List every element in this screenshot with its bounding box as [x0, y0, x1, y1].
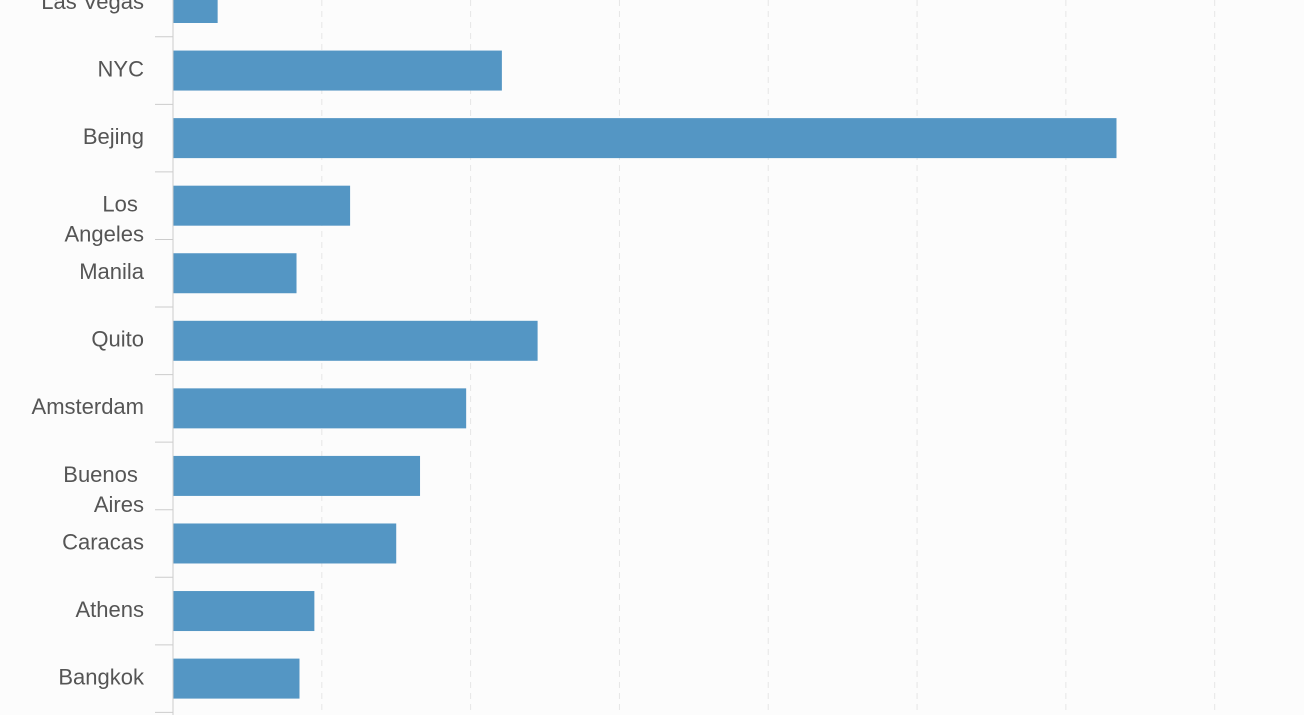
- y-tick-label: Los Angeles: [64, 191, 144, 246]
- y-tick-label: Caracas: [62, 529, 144, 554]
- bar: [173, 523, 397, 564]
- y-tick-label: Bangkok: [58, 664, 145, 689]
- label-line: Buenos: [63, 462, 144, 487]
- y-tick-label: NYC: [98, 56, 145, 81]
- bar: [173, 118, 1117, 159]
- bar: [173, 185, 351, 226]
- bar: [173, 0, 218, 23]
- label-line: Angeles: [64, 221, 144, 246]
- bar: [173, 658, 300, 699]
- y-tick-label: Bejing: [83, 124, 144, 149]
- y-tick-label: Athens: [76, 597, 145, 622]
- label-line: Los: [102, 191, 144, 216]
- y-tick-label: Las Vegas: [41, 0, 144, 14]
- bar: [173, 591, 315, 632]
- bar: [173, 455, 421, 496]
- bar: [173, 253, 297, 294]
- y-tick-label: Manila: [79, 259, 145, 284]
- y-tick-label: Amsterdam: [32, 394, 144, 419]
- bar: [173, 388, 467, 429]
- label-line: Aires: [94, 492, 144, 517]
- bar: [173, 320, 538, 361]
- y-tick-label: Quito: [91, 327, 144, 352]
- bar: [173, 50, 502, 91]
- y-tick-label: Buenos Aires: [63, 462, 144, 517]
